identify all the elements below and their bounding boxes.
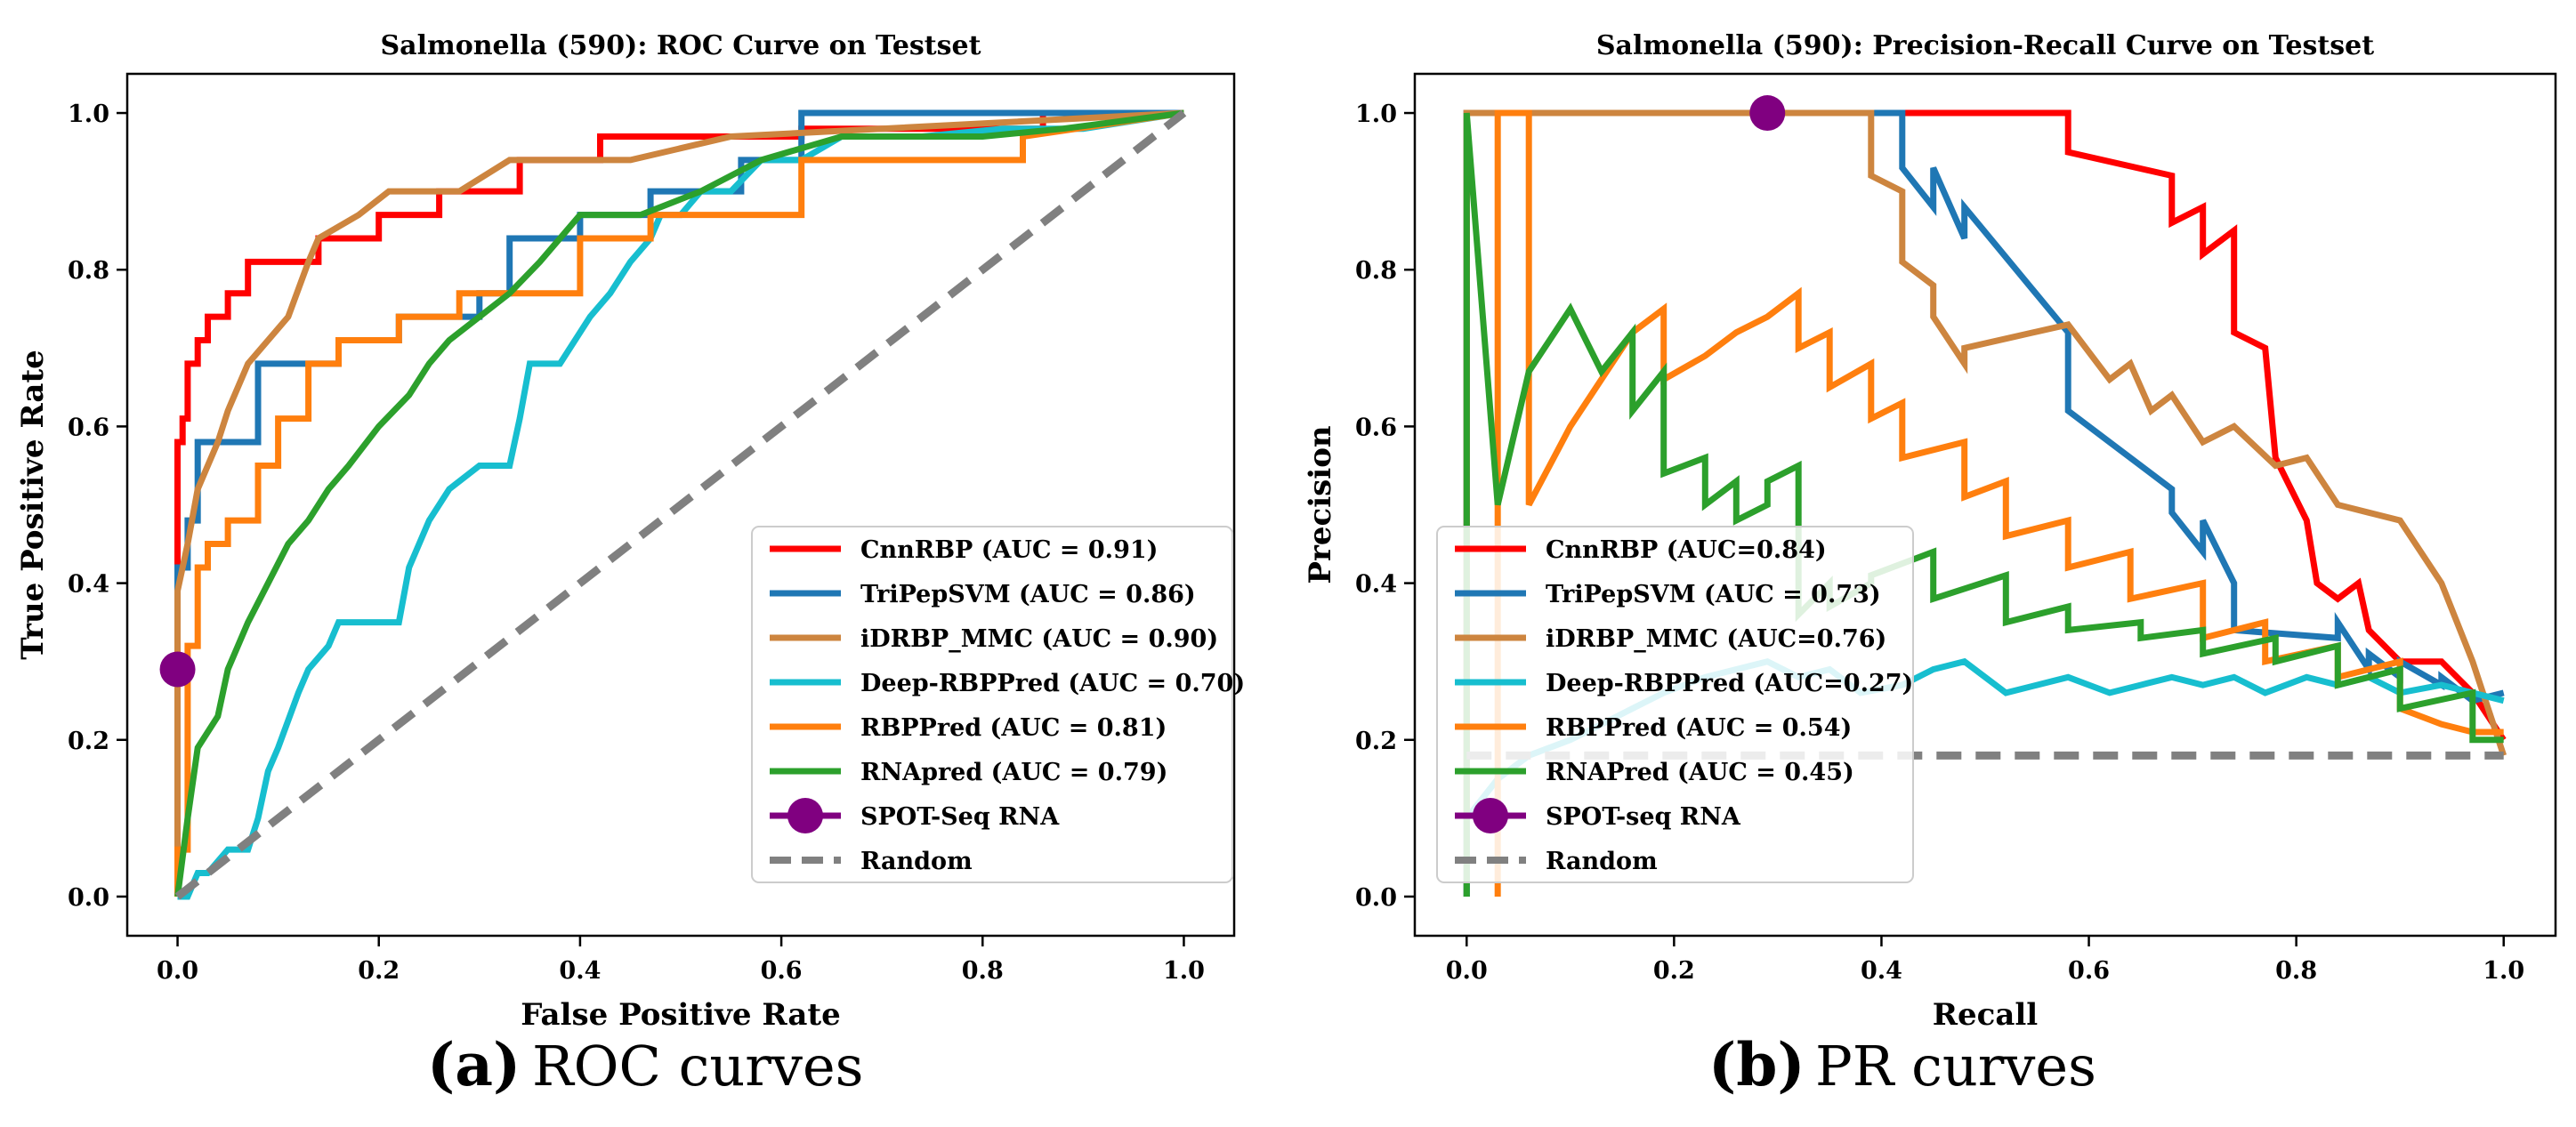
roc-chart-title: Salmonella (590): ROC Curve on Testset <box>380 30 981 61</box>
roc-axes-frame <box>125 72 1236 938</box>
roc-legend-label-deep-rbppred: Deep-RBPPred (AUC = 0.70) <box>860 670 1245 697</box>
roc-legend-label-spot-seq: SPOT-Seq RNA <box>860 803 1060 831</box>
roc-x-axis-label: False Positive Rate <box>521 997 840 1033</box>
pr-legend-label-idrbpmmc: iDRBP_MMC (AUC=0.76) <box>1546 625 1886 653</box>
pr-chart: 0.0 0.2 0.4 0.6 0.8 1.0 0.0 0.2 0.4 0.6 0.8 1.0 Salm… <box>1303 30 2557 1033</box>
roc-legend-label-rbppred: RBPPred (AUC = 0.81) <box>860 714 1167 742</box>
pr-x-tick-label: 0.4 <box>1861 957 1902 985</box>
roc-y-tick-label: 0.8 <box>68 257 109 285</box>
roc-y-tick-label: 0.6 <box>68 414 109 441</box>
pr-legend-label-random: Random <box>1546 848 1658 875</box>
roc-y-tick-label: 0.0 <box>68 884 109 912</box>
roc-y-tick-label: 1.0 <box>68 101 109 128</box>
pr-legend-box <box>1436 526 1914 883</box>
roc-x-tick-label: 0.8 <box>962 957 1004 985</box>
pr-y-tick-label: 0.2 <box>1355 728 1397 755</box>
pr-axes-frame <box>1413 72 2557 938</box>
pr-legend-label-tripepsvm: TriPepSVM (AUC = 0.73) <box>1546 581 1881 608</box>
roc-legend-label-random: Random <box>860 848 973 875</box>
roc-x-tick-label: 0.4 <box>559 957 601 985</box>
pr-legend-label-rbppred: RBPPred (AUC = 0.54) <box>1546 714 1852 742</box>
pr-y-tick-label: 1.0 <box>1355 101 1397 128</box>
pr-x-tick-label: 0.0 <box>1446 957 1488 985</box>
pr-series-spot-seq-point <box>1749 95 1786 132</box>
roc-series-rnapred-line <box>174 109 1184 898</box>
roc-series-idrbpmmc-line <box>174 109 1184 897</box>
pr-series-cnnrbp-line <box>1463 109 2507 897</box>
roc-chart: 0.0 0.2 0.4 0.6 0.8 1.0 0.0 0.2 0.4 0.6 0.8 1.0 Salm… <box>15 30 1245 1033</box>
pr-x-axis-label: Recall <box>1933 997 2039 1033</box>
caption-b-text: PR curves <box>1815 1034 2096 1099</box>
roc-series-rbppred-line <box>174 109 1185 897</box>
roc-legend-marker-spot-seq <box>787 798 823 833</box>
roc-legend-label-cnnrbp: CnnRBP (AUC = 0.91) <box>860 536 1158 564</box>
roc-series-spot-seq-point <box>159 651 196 688</box>
pr-chart-title: Salmonella (590): Precision-Recall Curve… <box>1596 30 2374 61</box>
roc-x-tick-label: 1.0 <box>1163 957 1205 985</box>
roc-series-random-line <box>174 109 1187 900</box>
roc-x-tick-label: 0.0 <box>157 957 198 985</box>
caption-a-letter: (a) <box>427 1030 521 1099</box>
roc-x-tick-label: 0.2 <box>358 957 400 985</box>
roc-y-tick-label: 0.2 <box>68 728 109 755</box>
pr-legend-marker-spot-seq <box>1473 798 1508 833</box>
caption-b-letter: (b) <box>1708 1030 1805 1099</box>
pr-x-tick-label: 0.6 <box>2068 957 2110 985</box>
pr-x-tick-label: 1.0 <box>2483 957 2524 985</box>
roc-legend-box <box>751 526 1233 883</box>
roc-legend-label-tripepsvm: TriPepSVM (AUC = 0.86) <box>860 581 1196 608</box>
pr-y-tick-label: 0.0 <box>1355 884 1397 912</box>
roc-legend-label-rnapred: RNApred (AUC = 0.79) <box>860 759 1167 786</box>
roc-y-tick-label: 0.4 <box>68 571 109 599</box>
pr-legend-label-deep-rbppred: Deep-RBPPred (AUC=0.27) <box>1546 670 1913 697</box>
pr-x-tick-label: 0.8 <box>2275 957 2317 985</box>
pr-y-axis-label: Precision <box>1303 425 1338 584</box>
pr-series-idrbpmmc-line <box>1463 109 2507 897</box>
caption-a-text: ROC curves <box>532 1034 863 1099</box>
pr-y-tick-label: 0.6 <box>1355 414 1397 441</box>
pr-y-tick-label: 0.8 <box>1355 257 1397 285</box>
roc-legend: CnnRBP (AUC = 0.91) TriPepSVM (AUC = 0.86… <box>751 526 1245 883</box>
pr-legend-label-rnapred: RNAPred (AUC = 0.45) <box>1546 759 1854 786</box>
pr-legend: CnnRBP (AUC=0.84) TriPepSVM (AUC = 0.73) i… <box>1436 526 1914 883</box>
roc-series-cnnrbp-line <box>174 109 1184 897</box>
pr-legend-label-spot-seq: SPOT-seq RNA <box>1546 803 1741 831</box>
pr-legend-label-cnnrbp: CnnRBP (AUC=0.84) <box>1546 536 1827 564</box>
pr-x-tick-label: 0.2 <box>1653 957 1695 985</box>
roc-x-tick-label: 0.6 <box>761 957 803 985</box>
pr-y-tick-label: 0.4 <box>1355 571 1397 599</box>
roc-legend-label-idrbpmmc: iDRBP_MMC (AUC = 0.90) <box>860 625 1218 653</box>
roc-y-axis-label: True Positive Rate <box>15 350 51 660</box>
